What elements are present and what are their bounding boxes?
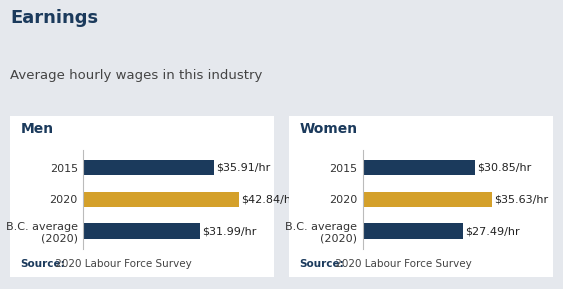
- Bar: [363, 192, 492, 207]
- Bar: [83, 223, 200, 239]
- Text: $35.91/hr: $35.91/hr: [216, 163, 270, 173]
- Text: $27.49/hr: $27.49/hr: [464, 226, 519, 236]
- Text: 2020 Labour Force Survey: 2020 Labour Force Survey: [52, 259, 192, 269]
- Text: Men: Men: [20, 122, 53, 136]
- Text: $42.84/hr: $42.84/hr: [242, 194, 296, 204]
- Text: Average hourly wages in this industry: Average hourly wages in this industry: [10, 69, 262, 82]
- Text: $30.85/hr: $30.85/hr: [477, 163, 531, 173]
- Text: 2020 Labour Force Survey: 2020 Labour Force Survey: [332, 259, 471, 269]
- Bar: [363, 223, 463, 239]
- Text: Women: Women: [300, 122, 358, 136]
- Text: $35.63/hr: $35.63/hr: [494, 194, 548, 204]
- Text: $31.99/hr: $31.99/hr: [202, 226, 256, 236]
- Text: Source:: Source:: [20, 259, 65, 269]
- Bar: [83, 192, 239, 207]
- Bar: [363, 160, 475, 175]
- Bar: [83, 160, 214, 175]
- Text: Source:: Source:: [300, 259, 344, 269]
- Text: Earnings: Earnings: [10, 9, 99, 27]
